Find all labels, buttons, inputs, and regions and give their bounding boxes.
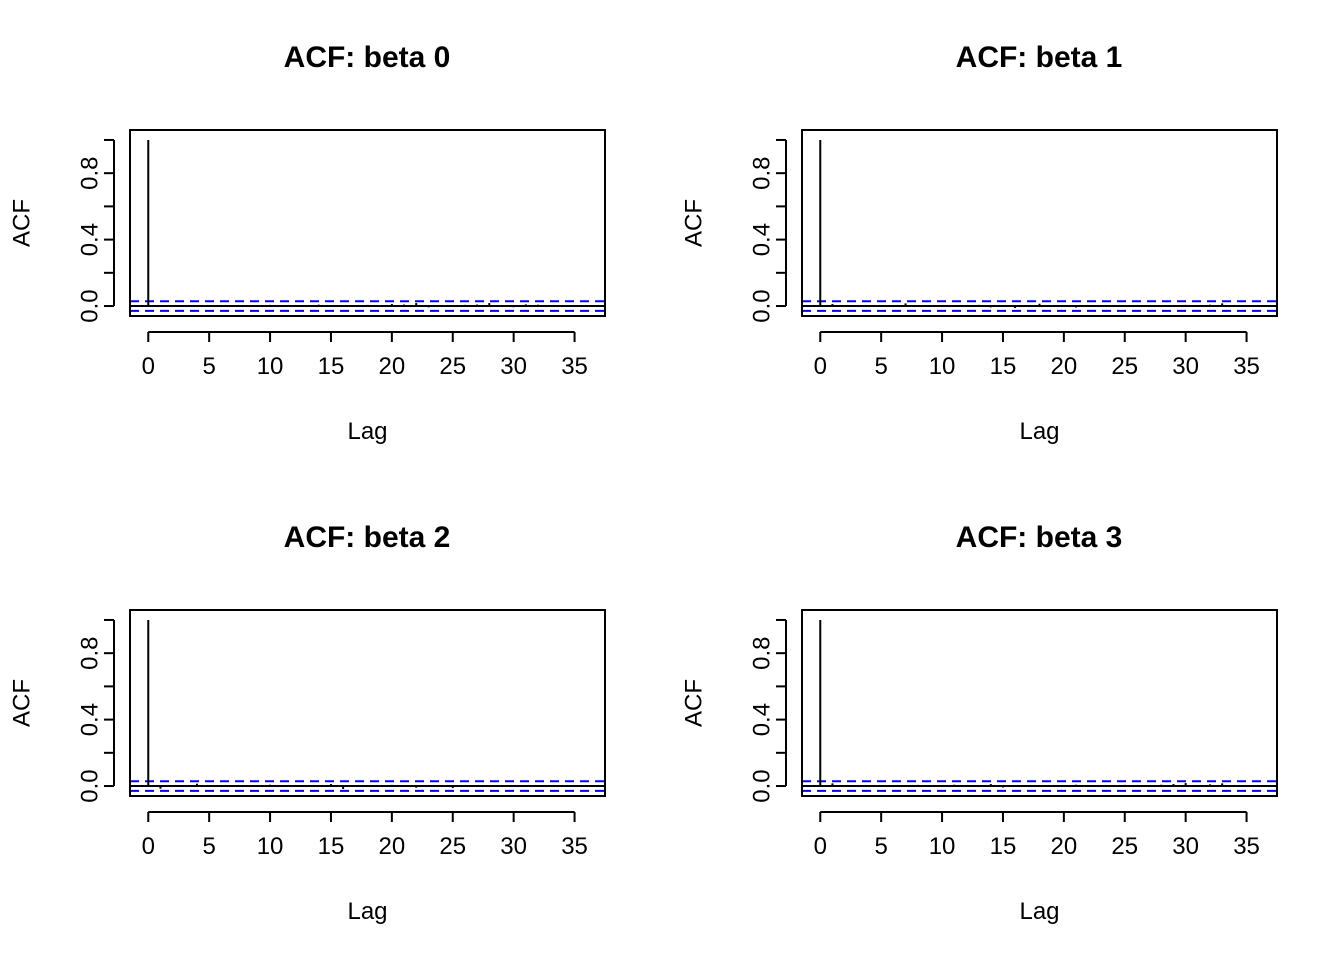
y-axis-label: ACF: [681, 199, 708, 247]
x-tick-label: 35: [1233, 353, 1260, 380]
y-tick-label: 0.8: [77, 636, 104, 669]
x-tick-label: 25: [439, 353, 466, 380]
acf-panel-2: ACF: beta 2 0 5 10 15 20 25 30 35 Lag 0.0 0.4 0.8 ACF: [9, 521, 606, 925]
x-axis-label: Lag: [347, 898, 387, 925]
x-tick-label: 0: [142, 833, 155, 860]
x-tick-label: 20: [379, 353, 406, 380]
x-tick-label: 0: [814, 833, 827, 860]
acf-panel-1: ACF: beta 1 0 5 10 15 20 25 30 35 Lag 0.0 0.4 0.8 ACF: [681, 41, 1278, 445]
y-tick-label: 0.0: [749, 289, 776, 322]
x-tick-label: 10: [257, 833, 284, 860]
x-tick-label: 35: [561, 833, 588, 860]
x-tick-label: 0: [142, 353, 155, 380]
x-axis-label: Lag: [1019, 898, 1059, 925]
x-tick-label: 15: [990, 353, 1017, 380]
x-tick-label: 20: [379, 833, 406, 860]
x-tick-label: 35: [561, 353, 588, 380]
x-tick-label: 15: [318, 353, 345, 380]
x-tick-label: 10: [929, 833, 956, 860]
x-tick-label: 25: [1111, 353, 1138, 380]
x-tick-label: 5: [202, 833, 215, 860]
y-tick-label: 0.4: [77, 223, 104, 256]
y-tick-label: 0.0: [749, 769, 776, 802]
x-axis-label: Lag: [347, 418, 387, 445]
y-tick-label: 0.8: [749, 636, 776, 669]
y-tick-label: 0.0: [77, 769, 104, 802]
chart-title: ACF: beta 1: [956, 41, 1123, 74]
x-axis-label: Lag: [1019, 418, 1059, 445]
x-tick-label: 20: [1051, 353, 1078, 380]
x-tick-label: 5: [202, 353, 215, 380]
x-tick-label: 30: [500, 833, 527, 860]
x-tick-label: 35: [1233, 833, 1260, 860]
y-tick-label: 0.4: [749, 703, 776, 736]
plot-frame: [801, 609, 1278, 797]
y-tick-label: 0.8: [77, 156, 104, 189]
x-tick-label: 25: [1111, 833, 1138, 860]
y-axis-label: ACF: [681, 679, 708, 727]
y-tick-label: 0.4: [749, 223, 776, 256]
acf-panel-0: ACF: beta 0 0 5 10 15 20 25 30 35 Lag 0.0 0.4 0.8 ACF: [9, 41, 606, 445]
x-tick-label: 30: [1172, 353, 1199, 380]
x-tick-label: 0: [814, 353, 827, 380]
chart-title: ACF: beta 3: [956, 521, 1123, 554]
acf-panel-3: ACF: beta 3 0 5 10 15 20 25 30 35 Lag 0.0 0.4 0.8 ACF: [681, 521, 1278, 925]
x-tick-label: 5: [874, 833, 887, 860]
x-tick-label: 15: [318, 833, 345, 860]
x-tick-label: 25: [439, 833, 466, 860]
y-tick-label: 0.4: [77, 703, 104, 736]
x-tick-label: 5: [874, 353, 887, 380]
x-tick-label: 30: [1172, 833, 1199, 860]
chart-title: ACF: beta 2: [284, 521, 451, 554]
y-tick-label: 0.0: [77, 289, 104, 322]
y-tick-label: 0.8: [749, 156, 776, 189]
x-tick-label: 20: [1051, 833, 1078, 860]
x-tick-label: 10: [257, 353, 284, 380]
x-tick-label: 10: [929, 353, 956, 380]
x-tick-label: 15: [990, 833, 1017, 860]
plot-frame: [129, 129, 606, 317]
plot-frame: [801, 129, 1278, 317]
x-tick-label: 30: [500, 353, 527, 380]
plot-frame: [129, 609, 606, 797]
y-axis-label: ACF: [9, 679, 36, 727]
y-axis-label: ACF: [9, 199, 36, 247]
chart-title: ACF: beta 0: [284, 41, 451, 74]
